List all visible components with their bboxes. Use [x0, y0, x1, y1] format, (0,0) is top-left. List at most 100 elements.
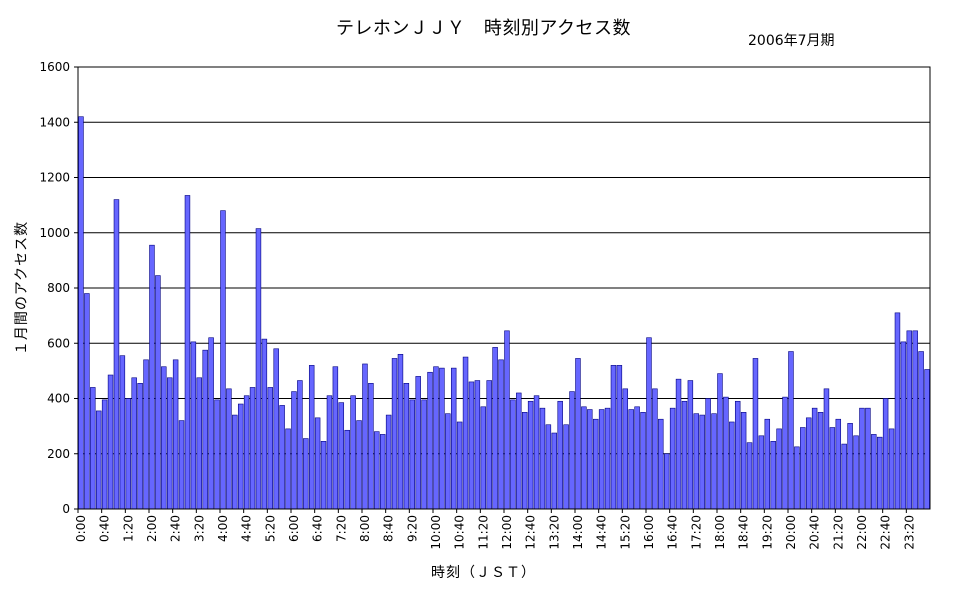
bar [640, 412, 646, 510]
bar [699, 414, 705, 510]
x-tick-label: 16:40 [666, 515, 680, 550]
bar [474, 380, 481, 510]
x-tick-label: 16:00 [642, 515, 656, 550]
x-tick-label: 14:00 [571, 515, 585, 550]
bar [646, 337, 652, 510]
bar [107, 374, 114, 510]
x-tick-label: 10:40 [453, 515, 467, 550]
x-tick-label: 0:00 [74, 515, 88, 542]
bar [486, 380, 492, 510]
bar [859, 407, 865, 510]
bar [516, 392, 522, 510]
bar [119, 355, 126, 510]
x-tick-label: 1:20 [121, 515, 135, 542]
bar [628, 409, 634, 510]
bar [723, 396, 729, 510]
bar [161, 366, 167, 510]
bar [492, 347, 498, 510]
chart-subtitle: 2006年7月期 [748, 33, 835, 49]
x-tick-label: 10:00 [429, 515, 443, 550]
bar [433, 366, 439, 510]
x-tick-label: 13:20 [547, 515, 561, 550]
x-tick-label: 11:20 [476, 515, 490, 550]
bar [847, 423, 853, 510]
bar [521, 412, 528, 510]
bar [669, 407, 676, 510]
bar [811, 407, 818, 510]
bar [616, 365, 623, 510]
bar [835, 418, 842, 510]
bar [610, 365, 617, 510]
bar [658, 418, 664, 510]
bar [652, 388, 658, 510]
x-tick-label: 7:20 [334, 515, 348, 542]
bar [155, 275, 161, 510]
bar [255, 228, 262, 510]
bar [551, 432, 558, 510]
bar [166, 377, 173, 510]
bar [800, 427, 806, 510]
bar [663, 453, 670, 510]
bar [232, 414, 238, 510]
y-tick-label: 600 [47, 336, 70, 350]
x-tick-label: 8:40 [382, 515, 396, 542]
bar [220, 210, 226, 510]
bar [273, 348, 279, 510]
bar [480, 406, 487, 510]
bar [332, 366, 339, 510]
bar [385, 414, 392, 510]
bar [527, 400, 534, 510]
bar [876, 436, 883, 510]
x-tick-label: 2:40 [169, 515, 183, 542]
bar [190, 341, 197, 510]
bar [587, 409, 593, 510]
bar [178, 420, 185, 510]
x-tick-label: 22:40 [879, 515, 893, 550]
bar [604, 407, 611, 510]
bar [237, 403, 244, 510]
y-axis-label: １月間のアクセス数 [14, 220, 30, 356]
bar [794, 446, 800, 510]
bar [90, 387, 96, 510]
bar [581, 406, 587, 510]
bar [291, 391, 297, 510]
x-tick-label: 12:40 [524, 515, 538, 550]
bar [421, 399, 427, 510]
bar [468, 381, 475, 510]
bar [84, 293, 90, 510]
bar [379, 434, 386, 510]
bar [782, 396, 788, 510]
bar [924, 369, 930, 510]
x-tick-label: 6:00 [287, 515, 301, 542]
x-tick-label: 12:00 [500, 515, 514, 550]
bar [865, 407, 871, 510]
bar [113, 199, 120, 510]
y-tick-label: 400 [47, 392, 70, 406]
bar [729, 421, 735, 510]
bar [900, 341, 907, 510]
bar [338, 402, 345, 510]
bar [539, 407, 546, 510]
bar [308, 365, 315, 510]
bar [498, 359, 504, 510]
x-tick-label: 19:20 [760, 515, 774, 550]
x-tick-label: 18:40 [737, 515, 751, 550]
bar [391, 358, 398, 510]
bar [149, 244, 155, 510]
bar [445, 413, 451, 510]
bar [279, 405, 285, 510]
x-tick-label: 8:00 [358, 515, 372, 542]
bar [462, 356, 469, 510]
bar [214, 399, 220, 510]
bar [510, 399, 516, 510]
bar [403, 383, 410, 510]
y-tick-label: 1200 [39, 171, 70, 185]
x-tick-label: 3:20 [192, 515, 206, 542]
bar [450, 367, 457, 510]
bar [143, 359, 149, 510]
bar [569, 391, 575, 510]
bar [805, 417, 812, 510]
y-tick-label: 1400 [39, 115, 70, 129]
x-tick-label: 17:20 [689, 515, 703, 550]
